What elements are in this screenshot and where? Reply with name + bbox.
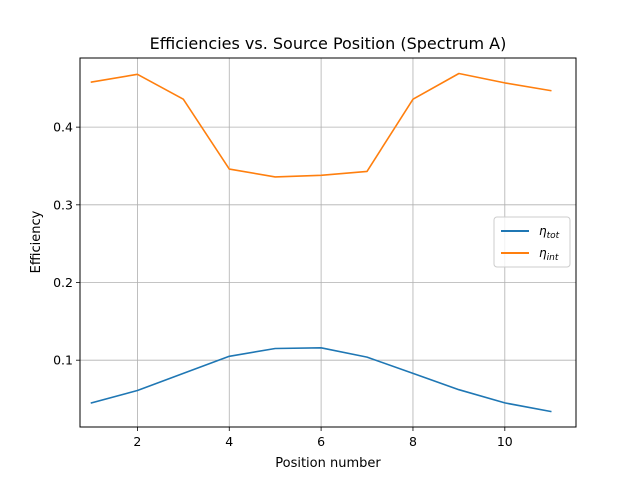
y-axis-label: Efficiency: [29, 210, 44, 273]
legend-symbol-tot: η: [539, 224, 547, 238]
legend: ηtot ηint: [493, 216, 571, 268]
x-axis-label: Position number: [275, 456, 381, 471]
series-line-tot: [90, 346, 552, 413]
x-tick-label: 8: [409, 434, 417, 449]
legend-subscript-tot: tot: [547, 231, 560, 241]
x-axis-ticks: 2 4 6 8 10: [133, 427, 513, 449]
x-tick-label: 6: [317, 434, 325, 449]
y-axis-ticks: 0.1 0.2 0.3 0.4: [53, 120, 80, 368]
y-tick-label: 0.4: [53, 120, 73, 135]
legend-symbol-int: η: [539, 246, 547, 260]
x-tick-label: 10: [497, 434, 513, 449]
series-lines: [90, 72, 552, 413]
y-tick-label: 0.1: [53, 353, 73, 368]
series-line-int: [90, 72, 552, 178]
plot-frame: [79, 57, 577, 428]
y-tick-label: 0.3: [53, 197, 73, 212]
y-tick-label: 0.2: [53, 275, 73, 290]
legend-box: [493, 216, 571, 268]
x-tick-label: 2: [133, 434, 141, 449]
legend-entry-int: ηint: [539, 246, 559, 263]
legend-subscript-int: int: [547, 253, 559, 263]
chart-title: Efficiencies vs. Source Position (Spectr…: [150, 34, 507, 53]
x-tick-label: 4: [225, 434, 233, 449]
legend-entry-tot: ηtot: [539, 224, 560, 241]
